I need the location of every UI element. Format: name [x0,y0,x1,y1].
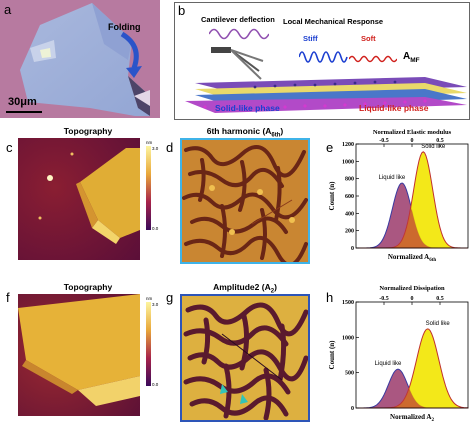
panel-b-label: b [178,3,186,18]
y-tick-label-5: 1000 [342,159,354,165]
panel-d-image-frame [180,138,310,264]
panel-f-image [18,294,140,416]
panel-g-image [182,296,308,420]
cantilever-label: Cantilever deflection [201,15,275,24]
y-tick-label-3: 600 [345,194,354,200]
y-tick-label-1: 200 [345,229,354,235]
stiff-wave-icon [299,51,348,63]
panel-a-label: a [4,2,12,17]
top-tick-label-0: -0.5 [379,296,389,302]
panel-g-title: Amplitude2 (A2) [180,282,310,295]
y-tick-label-0: 0 [351,406,354,412]
cantilever-icon [211,47,264,80]
x-axis-label-main: Normalized A [388,253,429,261]
panel-f-label: f [6,290,10,305]
panel-d-label: d [166,140,174,155]
panel-d-title: 6th harmonic (A6th) [180,126,310,139]
y-tick-label-3: 1500 [342,300,354,306]
cantilever-wave-icon [209,28,269,40]
panel-c-title: Topography [63,126,113,136]
series-overlap-area [356,388,468,408]
x-axis-label-main: Normalized A [390,413,431,421]
panel-g-image-frame [180,294,310,422]
top-tick-label-2: 0.5 [436,138,444,144]
y-tick-label-4: 800 [345,177,354,183]
amf-sub: MF [410,57,420,64]
amf-main: A [403,51,411,62]
panel-c-cb-min: 0.0 [152,226,159,231]
panel-f-cb-max: 3.0 [152,302,159,307]
top-axis-label: Normalized Elastic modulus [373,129,452,136]
panel-e-label: e [326,140,334,155]
panel-g-title-main: Amplitude2 (A [213,282,271,292]
panel-c-colorbar [146,146,151,230]
panel-b: b Cantilever deflection Local Mechanical… [174,2,470,120]
panel-c-cb-unit: nm [146,140,153,145]
panel-d-image [182,140,308,262]
panel-d-title-end: ) [280,126,284,136]
top-tick-label-0: -0.5 [379,138,389,144]
panel-c-image [18,138,140,260]
panel-h-chart: Normalized Dissipation -0.5 0 0.5 0 500 1000 15… [328,285,469,422]
soft-wave-icon [349,55,397,63]
panel-d-title-main: 6th harmonic (A [206,126,272,136]
series-1-label: Solid like [421,144,446,150]
y-tick-label-1: 500 [345,371,354,377]
x-axis-label-sub: 2 [431,418,434,422]
panel-g-title-sub: 2 [270,288,275,295]
liquid-phase-label: Liquid-like phase [359,103,429,113]
x-axis-label: Normalized A2 [390,413,434,422]
y-tick-label-2: 1000 [342,335,354,341]
local-response-label: Local Mechanical Response [283,17,384,26]
y-tick-label-0: 0 [351,246,354,252]
y-tick-label-6: 1200 [342,142,354,148]
panel-e-chart: Normalized Elastic modulus -0.5 0 0.5 0 200 40… [328,129,469,262]
folding-arrow-icon [120,31,142,78]
panel-c-label: c [6,140,13,155]
x-axis-label: Normalized A6th [388,253,437,262]
series-0-label: Liquid like [379,175,406,181]
panel-c-cb-max: 3.0 [152,146,159,151]
y-tick-label-2: 400 [345,211,354,217]
panel-f-colorbar [146,302,151,386]
panel-f-cb-min: 0.0 [152,382,159,387]
top-axis-label: Normalized Dissipation [379,285,445,292]
amf-label: AMF [403,51,420,64]
soft-label: Soft [361,34,376,43]
panel-f-title: Topography [63,282,113,292]
series-1-label: Solid like [426,321,451,327]
series-0-label: Liquid like [375,361,402,367]
sample-layers-illustration [185,77,467,113]
folding-label: Folding [108,22,141,32]
y-axis-label: Count (n) [328,181,336,211]
top-tick-label-1: 0 [411,138,414,144]
panel-f-cb-unit: nm [146,296,153,301]
top-tick-label-1: 0 [411,296,414,302]
stiff-label: Stiff [303,34,318,43]
panel-a: a Folding 30μm [0,0,160,118]
panel-a-image [0,0,160,118]
panel-g-label: g [166,290,174,305]
scale-bar-label: 30μm [8,96,37,108]
y-axis-label: Count (n) [328,340,336,370]
series-overlap-area [356,207,468,248]
panel-g-title-end: ) [274,282,277,292]
top-tick-label-2: 0.5 [436,296,444,302]
x-axis-label-sub: 6th [429,258,436,262]
panel-d-title-sub: 6th [271,132,281,139]
scale-bar [6,111,42,113]
solid-phase-label: Solid-like phase [215,103,280,113]
panel-h-label: h [326,290,334,305]
